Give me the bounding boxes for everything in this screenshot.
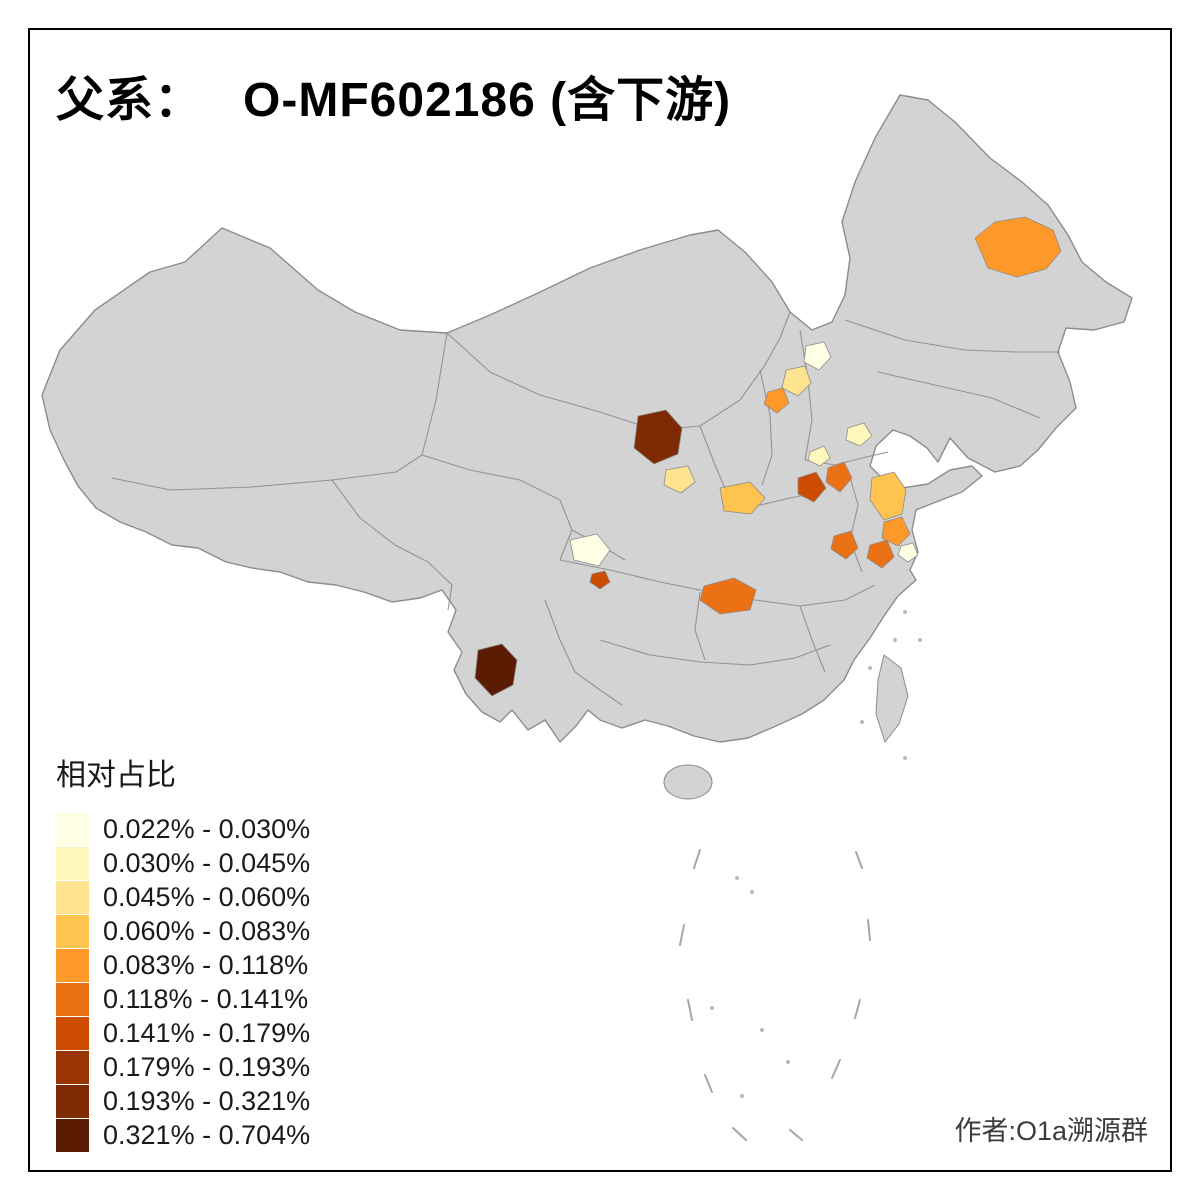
legend-item: 0.022% - 0.030% <box>56 812 310 846</box>
coastal-islet <box>918 638 922 642</box>
south-sea-islet <box>760 1028 764 1032</box>
region-hebei-south-spot <box>763 387 790 414</box>
region-shandong-north <box>845 422 873 447</box>
title-prefix: 父系： <box>56 74 204 127</box>
legend-swatch <box>56 1016 89 1050</box>
legend-item-label: 0.118% - 0.141% <box>103 983 309 1014</box>
region-yunnan-west <box>474 643 518 697</box>
legend-item-label: 0.193% - 0.321% <box>103 1085 311 1116</box>
legend-item: 0.118% - 0.141% <box>56 982 310 1016</box>
taiwan-island <box>875 654 909 744</box>
title-main: O-MF602186 (含下游) <box>243 74 732 127</box>
region-shandong-west <box>807 445 831 467</box>
legend-item-label: 0.321% - 0.704% <box>103 1119 311 1150</box>
legend-swatch <box>56 846 89 880</box>
legend-item: 0.030% - 0.045% <box>56 846 310 880</box>
region-shanxi-south <box>663 465 696 494</box>
region-jiangsu-south <box>881 516 911 547</box>
south-sea-islet <box>786 1060 790 1064</box>
region-shandong-southwest <box>825 461 853 493</box>
legend-swatch <box>56 948 89 982</box>
highlight-regions <box>474 216 1062 697</box>
legend-item: 0.179% - 0.193% <box>56 1050 310 1084</box>
legend: 相对占比 0.022% - 0.030% 0.030% - 0.045% 0.0… <box>56 750 310 1152</box>
legend-title: 相对占比 <box>56 759 176 792</box>
china-mainland <box>41 94 1133 743</box>
legend-item-label: 0.030% - 0.045% <box>103 847 311 878</box>
legend-swatch <box>56 982 89 1016</box>
coastal-islet <box>893 638 897 642</box>
region-northeast-heilongjiang <box>974 216 1062 278</box>
legend-item-label: 0.022% - 0.030% <box>103 813 311 844</box>
legend-item: 0.060% - 0.083% <box>56 914 310 948</box>
region-beijing-area <box>803 341 832 371</box>
coastal-islet <box>903 610 907 614</box>
region-chongqing-spot <box>589 570 611 590</box>
region-sichuan-central <box>569 533 611 567</box>
legend-swatch <box>56 914 89 948</box>
coastal-islet <box>868 666 872 670</box>
legend-item-label: 0.060% - 0.083% <box>103 915 311 946</box>
region-anhui-central <box>830 530 859 560</box>
region-anhui-southeast <box>866 539 895 569</box>
hainan-island <box>663 764 713 800</box>
legend-item-label: 0.179% - 0.193% <box>103 1051 311 1082</box>
legend-swatch <box>56 1050 89 1084</box>
province-borders <box>111 311 1060 706</box>
legend-item: 0.083% - 0.118% <box>56 948 310 982</box>
islands <box>663 610 922 1098</box>
legend-swatch <box>56 880 89 914</box>
legend-item-label: 0.083% - 0.118% <box>103 949 309 980</box>
region-henan-southwest <box>719 481 766 515</box>
region-shanghai-area <box>897 542 919 563</box>
legend-swatch <box>56 1118 89 1152</box>
legend-item-label: 0.045% - 0.060% <box>103 881 311 912</box>
region-hebei-central <box>781 365 812 397</box>
south-sea-islet <box>710 1006 714 1010</box>
region-jiangsu-north <box>869 471 907 521</box>
south-sea-islet <box>750 890 754 894</box>
legend-item: 0.321% - 0.704% <box>56 1118 310 1152</box>
region-shaanxi-north <box>633 409 683 465</box>
coastal-islet <box>903 756 907 760</box>
map-title: 父系： O-MF602186 (含下游) <box>56 60 731 130</box>
south-sea-islet <box>735 876 739 880</box>
legend-item: 0.193% - 0.321% <box>56 1084 310 1118</box>
legend-swatch <box>56 812 89 846</box>
legend-item: 0.141% - 0.179% <box>56 1016 310 1050</box>
legend-item-label: 0.141% - 0.179% <box>103 1017 311 1048</box>
legend-item: 0.045% - 0.060% <box>56 880 310 914</box>
penghu-islet <box>860 720 864 724</box>
south-sea-islet <box>740 1094 744 1098</box>
region-henan-east <box>797 471 827 503</box>
legend-swatch <box>56 1084 89 1118</box>
region-hunan-northwest <box>699 577 757 615</box>
attribution: 作者:O1a溯源群 <box>954 1116 1148 1146</box>
south-sea-dash-line <box>679 849 871 1141</box>
